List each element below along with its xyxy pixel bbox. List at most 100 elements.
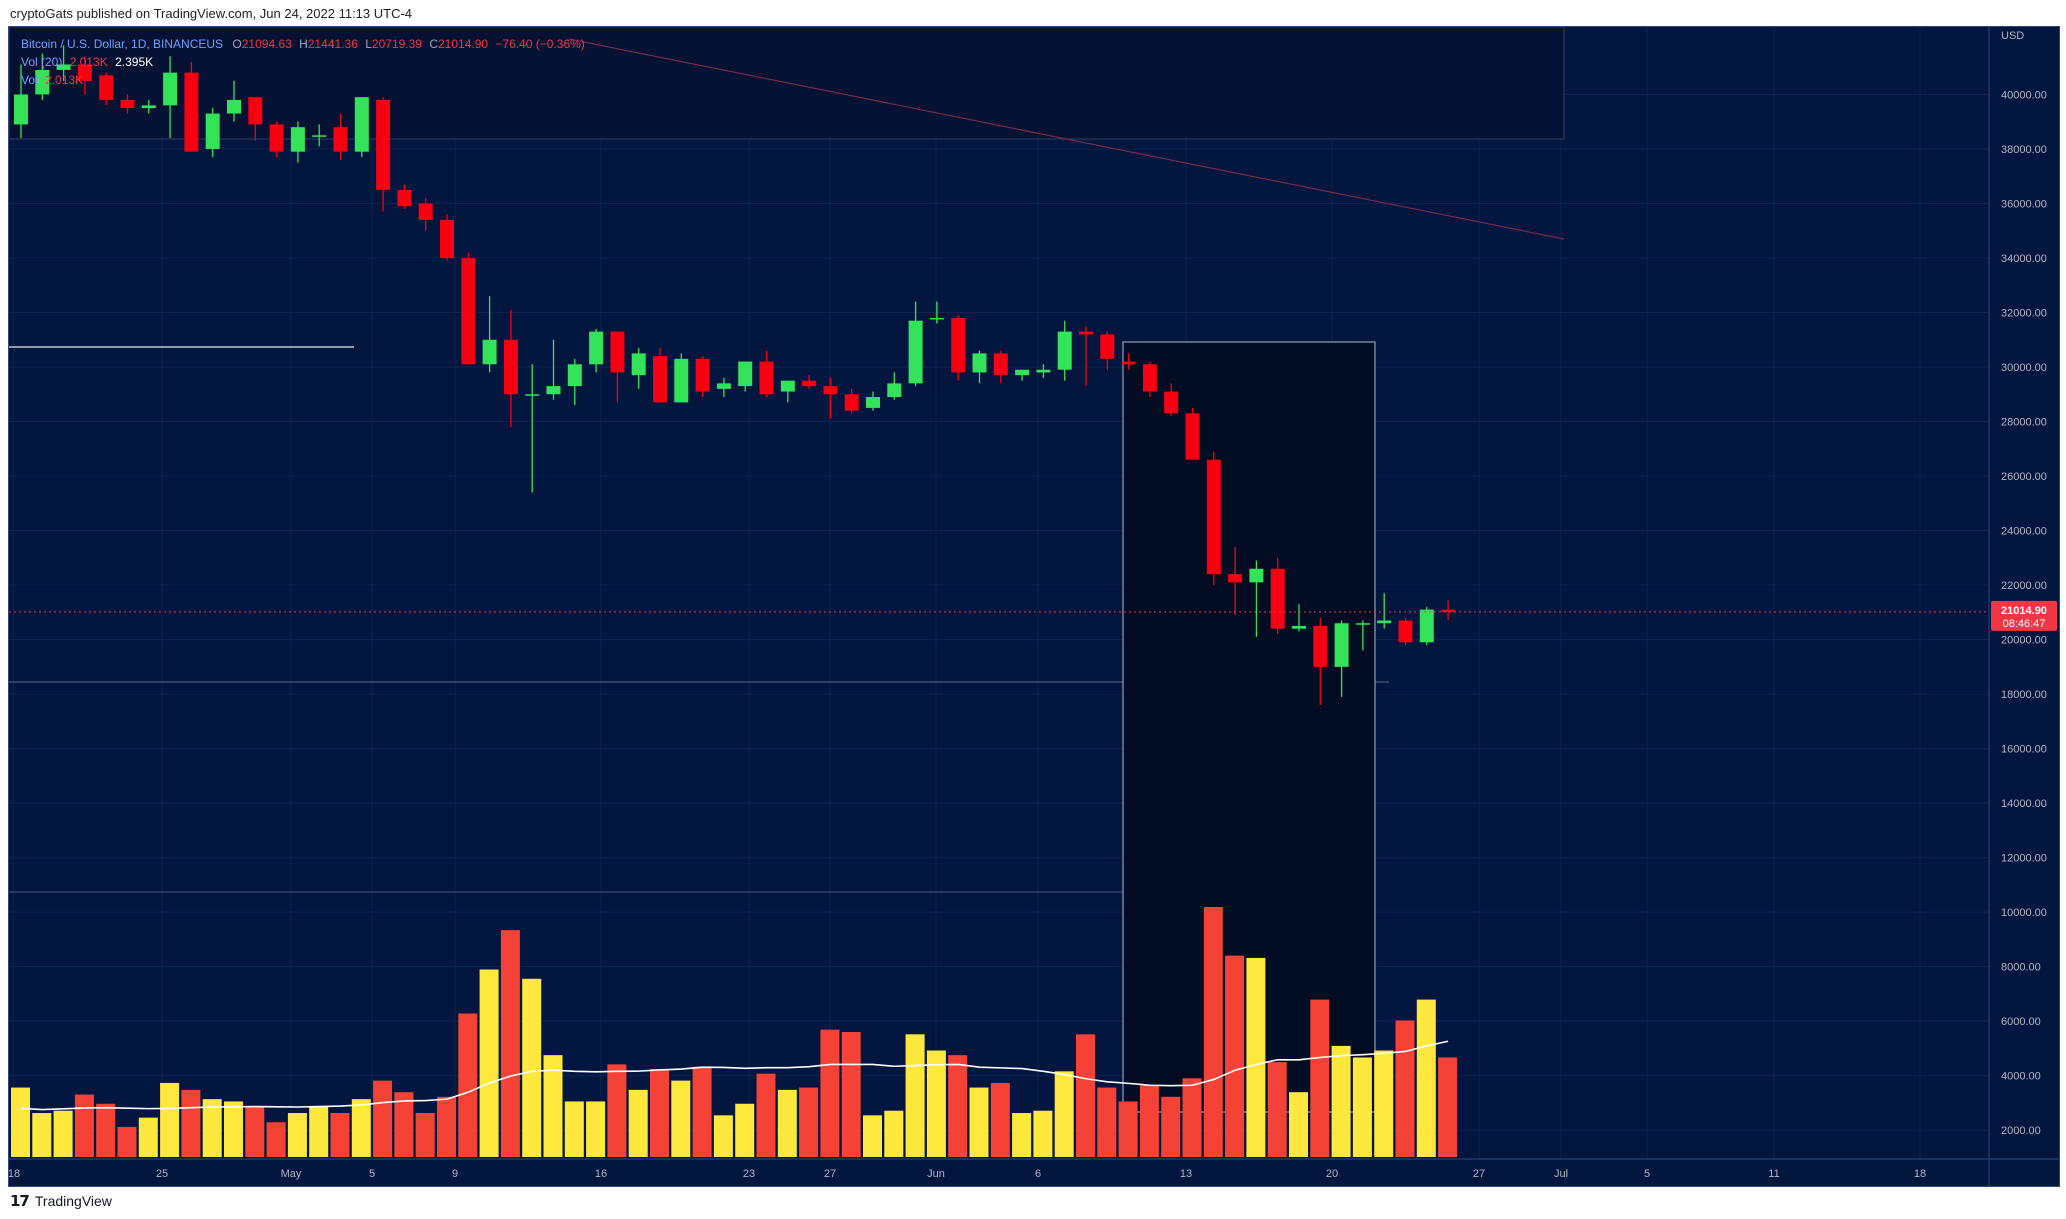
candle[interactable] — [440, 214, 454, 261]
candle[interactable] — [376, 97, 391, 212]
candle[interactable] — [1377, 593, 1392, 629]
candle[interactable] — [354, 97, 369, 158]
candle[interactable] — [1313, 617, 1328, 705]
candle[interactable] — [35, 53, 50, 100]
candle[interactable] — [908, 301, 923, 387]
candle[interactable] — [248, 97, 263, 141]
candle-body — [866, 396, 880, 408]
candle[interactable] — [993, 350, 1008, 384]
candle[interactable] — [1079, 326, 1093, 387]
candle[interactable] — [951, 315, 966, 381]
candle[interactable] — [1057, 320, 1072, 381]
candle[interactable] — [525, 364, 540, 493]
volume-bar — [96, 1103, 116, 1157]
candle[interactable] — [844, 388, 859, 414]
time-tick-label: 27 — [824, 1168, 836, 1180]
candle[interactable] — [1100, 331, 1115, 370]
legend-open: 21094.63 — [241, 37, 292, 51]
candle-body — [887, 383, 902, 397]
candle[interactable] — [589, 328, 604, 373]
candle[interactable] — [631, 347, 646, 389]
candle[interactable] — [887, 372, 902, 400]
legend-vol-label-2[interactable]: Vol — [21, 73, 38, 87]
candle-body — [1079, 331, 1093, 335]
price-tick-label: 14000.00 — [2001, 798, 2047, 810]
candle[interactable] — [1334, 620, 1349, 697]
candle[interactable] — [1185, 407, 1200, 460]
candle[interactable] — [1355, 620, 1370, 651]
candle[interactable] — [205, 108, 220, 158]
candle[interactable] — [1249, 560, 1264, 637]
candle[interactable] — [674, 353, 689, 403]
candle[interactable] — [546, 339, 561, 400]
legend-symbol-row: Bitcoin / U.S. Dollar, 1D, BINANCEUS O21… — [21, 35, 585, 53]
price-tick-label: 6000.00 — [2001, 1016, 2041, 1028]
trend-line[interactable] — [568, 38, 1565, 240]
candle[interactable] — [1441, 600, 1456, 620]
candle[interactable] — [1270, 557, 1285, 635]
candle[interactable] — [1036, 364, 1051, 378]
volume-bar — [500, 930, 520, 1157]
candle[interactable] — [1398, 617, 1413, 646]
candle[interactable] — [695, 356, 710, 397]
candle[interactable] — [972, 350, 987, 384]
candle[interactable] — [56, 45, 71, 81]
chart-panel[interactable]: Bitcoin / U.S. Dollar, 1D, BINANCEUS O21… — [8, 26, 2060, 1187]
candle[interactable] — [716, 377, 731, 397]
candle[interactable] — [929, 301, 944, 324]
candle[interactable] — [461, 252, 476, 365]
candle[interactable] — [333, 113, 348, 160]
volume-bar — [351, 1099, 371, 1157]
candle[interactable] — [1121, 353, 1136, 370]
candle[interactable] — [290, 121, 305, 163]
candle[interactable] — [14, 64, 28, 139]
candle[interactable] — [482, 296, 497, 373]
volume-bar — [777, 1089, 797, 1157]
candle[interactable] — [567, 358, 582, 406]
candle[interactable] — [77, 56, 92, 95]
candle[interactable] — [120, 94, 135, 114]
candle[interactable] — [163, 56, 178, 139]
tradingview-logo-icon[interactable]: 17 — [10, 1192, 30, 1210]
candle[interactable] — [99, 72, 114, 106]
candle[interactable] — [653, 347, 667, 403]
candle[interactable] — [418, 198, 433, 231]
candle[interactable] — [802, 375, 817, 389]
time-tick-label: 5 — [1644, 1168, 1650, 1180]
candle[interactable] — [823, 377, 838, 419]
legend-symbol[interactable]: Bitcoin / U.S. Dollar, 1D, BINANCEUS — [21, 37, 224, 51]
candle[interactable] — [1292, 604, 1306, 632]
candle-body — [1164, 391, 1179, 414]
candle[interactable] — [610, 331, 625, 403]
candle[interactable] — [738, 361, 753, 392]
candle[interactable] — [866, 391, 880, 411]
candle[interactable] — [1142, 361, 1157, 397]
candle[interactable] — [503, 309, 518, 427]
candle-body — [290, 127, 305, 152]
candle[interactable] — [312, 124, 327, 147]
candle[interactable] — [1015, 369, 1030, 381]
candle[interactable] — [184, 61, 199, 152]
legend-vol-ma: 2.013K — [69, 55, 108, 69]
candle[interactable] — [759, 350, 774, 397]
candle[interactable] — [1228, 546, 1243, 616]
candle[interactable] — [269, 121, 284, 158]
candle[interactable] — [1419, 606, 1434, 646]
candle-body — [312, 135, 327, 137]
footer: 17 TradingView — [10, 1192, 112, 1210]
candle[interactable] — [227, 80, 241, 122]
legend-low: 20719.39 — [371, 37, 422, 51]
candle[interactable] — [141, 99, 156, 114]
volume-bar — [926, 1050, 946, 1157]
candle[interactable] — [1164, 383, 1179, 417]
legend-volume-row: Vol (20) 2.013K 2.395K — [21, 53, 585, 71]
legend-vol-label[interactable]: Vol (20) — [21, 55, 63, 69]
volume-bar — [74, 1094, 94, 1157]
footer-brand[interactable]: TradingView — [34, 1193, 112, 1209]
candle[interactable] — [780, 380, 795, 403]
candles — [14, 45, 1456, 705]
candle-body — [1355, 623, 1370, 625]
candle[interactable] — [1206, 451, 1221, 586]
candle[interactable] — [397, 184, 412, 209]
